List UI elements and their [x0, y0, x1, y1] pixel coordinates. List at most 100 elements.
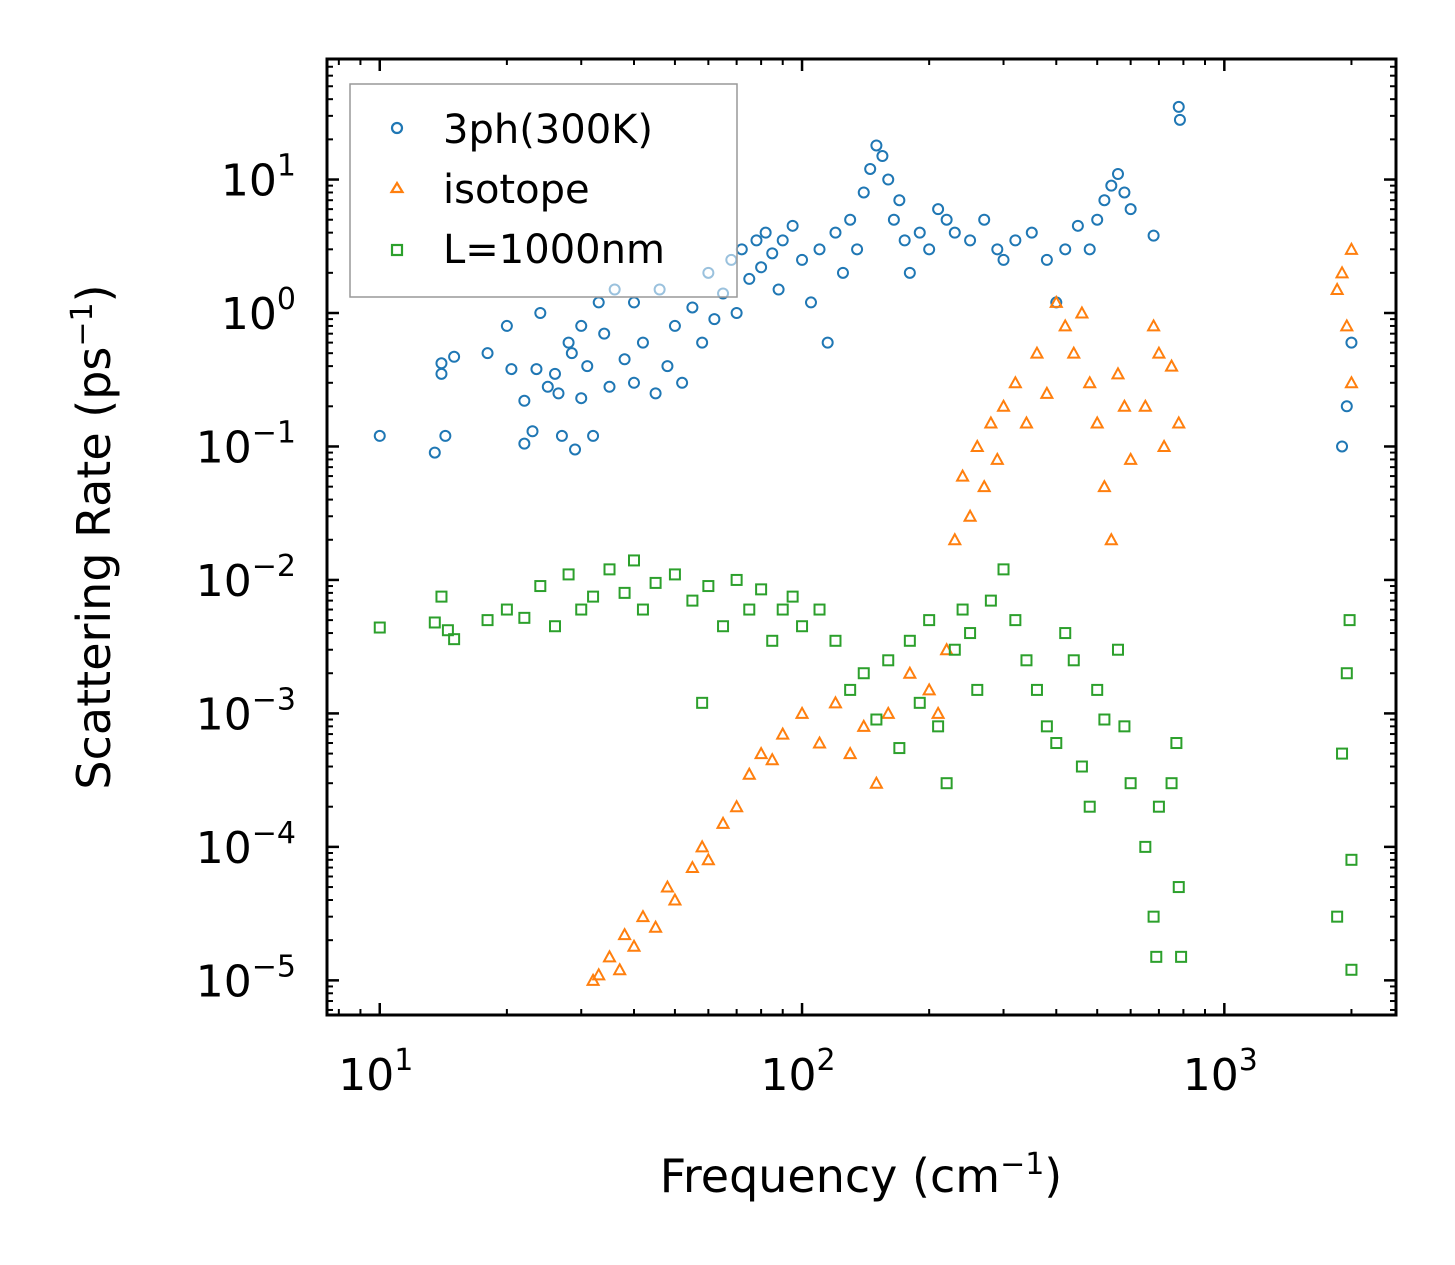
- series-1: [585, 241, 1359, 986]
- data-point: [612, 962, 627, 976]
- data-point: [548, 620, 561, 633]
- data-point: [526, 425, 539, 438]
- data-point: [428, 616, 441, 629]
- data-point: [1074, 305, 1090, 319]
- data-point: [1165, 777, 1178, 790]
- data-point: [1083, 243, 1096, 256]
- data-point: [591, 967, 606, 981]
- data-point: [1058, 318, 1073, 332]
- data-point: [864, 162, 877, 175]
- legend-marker-3ph: [390, 121, 404, 135]
- data-point: [786, 219, 799, 232]
- data-point: [776, 603, 789, 616]
- data-point: [1339, 318, 1354, 332]
- data-point: [813, 603, 826, 616]
- data-point: [1170, 737, 1183, 750]
- data-point: [765, 752, 780, 766]
- data-point: [1029, 345, 1045, 359]
- data-point: [932, 720, 945, 733]
- data-point: [428, 446, 441, 459]
- data-point: [857, 186, 870, 199]
- data-point: [821, 336, 834, 349]
- data-point: [1124, 203, 1137, 216]
- data-point: [1152, 800, 1165, 813]
- data-point: [983, 415, 999, 429]
- data-point: [1171, 415, 1186, 429]
- data-point: [581, 360, 594, 373]
- y-tick-label: 101: [221, 149, 296, 207]
- data-point: [1059, 627, 1072, 640]
- data-point: [694, 839, 710, 853]
- data-point: [743, 603, 756, 616]
- data-point: [548, 367, 561, 380]
- data-point: [759, 226, 772, 239]
- data-point: [708, 313, 721, 326]
- x-tick-label: 101: [338, 1043, 413, 1101]
- data-point: [903, 634, 916, 647]
- y-axis-title: Scattering Rate (ps−1): [65, 284, 121, 789]
- data-point: [1071, 219, 1084, 232]
- data-point: [786, 590, 799, 603]
- data-point: [1009, 614, 1022, 627]
- data-point: [518, 394, 531, 407]
- y-tick-label: 100: [221, 282, 296, 340]
- data-point: [829, 226, 842, 239]
- data-point: [541, 380, 554, 393]
- series-0: [373, 100, 1358, 459]
- data-point: [676, 376, 689, 389]
- data-point: [1008, 375, 1023, 389]
- data-point: [876, 150, 889, 163]
- data-point: [587, 590, 600, 603]
- data-point: [668, 319, 681, 332]
- legend-label-L1000: L=1000nm: [443, 227, 665, 273]
- data-point: [1344, 375, 1359, 389]
- data-point: [686, 301, 699, 314]
- series-2: [373, 554, 1358, 976]
- data-point: [505, 363, 518, 376]
- data-point: [373, 429, 386, 442]
- data-point: [887, 213, 900, 226]
- data-point: [753, 746, 769, 760]
- y-tick-label: 10−5: [196, 949, 296, 1007]
- data-point: [1020, 654, 1033, 667]
- data-point: [962, 508, 978, 522]
- data-point: [1329, 281, 1345, 296]
- y-tick-label: 10−4: [196, 816, 296, 874]
- data-point: [1175, 950, 1188, 963]
- ticks-layer: 101 102 103 101 100 10−1 10−2 10−3 10−4 10−5: [196, 59, 1396, 1101]
- data-point: [603, 380, 616, 393]
- data-point: [1172, 881, 1185, 894]
- data-point: [913, 226, 926, 239]
- data-point: [1344, 241, 1359, 255]
- data-point: [1111, 643, 1124, 656]
- data-point: [562, 568, 575, 581]
- data-point: [1150, 950, 1163, 963]
- data-point: [1139, 840, 1152, 853]
- data-point: [435, 357, 448, 370]
- data-point: [776, 234, 789, 247]
- data-point: [696, 696, 709, 709]
- data-point: [844, 213, 857, 226]
- legend-label-3ph: 3ph(300K): [443, 107, 653, 153]
- data-point: [836, 266, 849, 279]
- data-point: [882, 173, 895, 186]
- data-point: [1146, 318, 1161, 332]
- data-point: [857, 667, 870, 680]
- data-point: [618, 586, 631, 599]
- legend-marker-L1000: [390, 243, 404, 257]
- data-point: [562, 336, 575, 349]
- data-point: [448, 633, 461, 646]
- data-point: [575, 319, 588, 332]
- data-point: [552, 387, 565, 400]
- plot-frame: [325, 57, 1398, 1017]
- data-point: [1111, 168, 1124, 181]
- data-point: [1118, 186, 1131, 199]
- data-point: [518, 611, 531, 624]
- data-point: [829, 634, 842, 647]
- data-point: [1343, 614, 1356, 627]
- data-point: [804, 296, 817, 309]
- data-point: [636, 603, 649, 616]
- data-point: [870, 713, 883, 726]
- data-point: [530, 363, 543, 376]
- data-point: [518, 437, 531, 450]
